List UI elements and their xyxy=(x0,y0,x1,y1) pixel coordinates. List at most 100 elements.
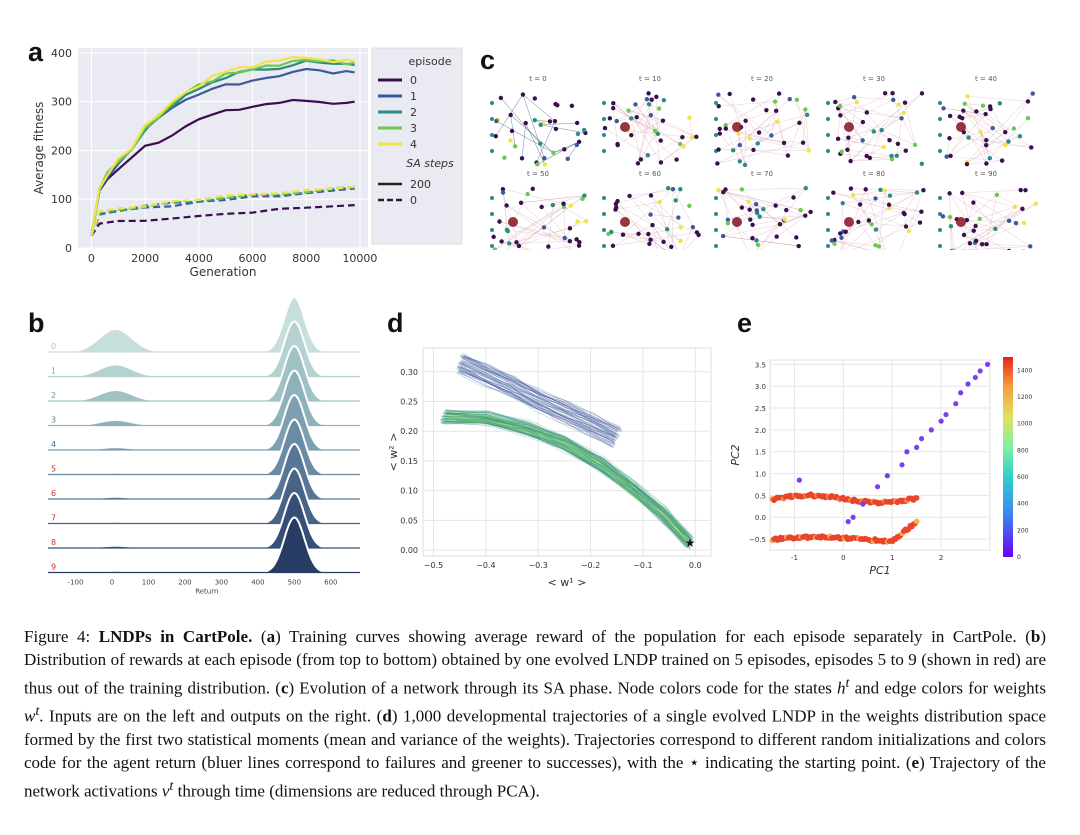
network-node xyxy=(776,91,782,96)
trajectory-blue xyxy=(458,370,616,446)
network-edge xyxy=(681,227,694,250)
network-node xyxy=(492,247,498,250)
network-edge xyxy=(501,206,565,242)
y-tick-label: 0.5 xyxy=(755,492,766,500)
network-node xyxy=(806,148,811,153)
network-node xyxy=(785,153,791,158)
network-node xyxy=(882,188,887,193)
network-snapshot xyxy=(714,91,811,168)
caption-math-h: h xyxy=(837,678,846,698)
ridge-row-label: 7 xyxy=(51,514,56,523)
network-edge xyxy=(756,224,781,250)
trajectory-blue xyxy=(457,365,618,439)
network-node xyxy=(839,235,844,241)
network-node xyxy=(864,153,869,159)
network-node xyxy=(840,200,845,206)
activation-point-early xyxy=(899,462,905,468)
caption-math-t: t xyxy=(169,777,174,794)
y-axis-label: PC2 xyxy=(729,444,742,465)
network-edge xyxy=(963,225,976,236)
network-snapshot xyxy=(490,186,589,250)
network-edge xyxy=(652,225,658,250)
ridge-area-episode-1 xyxy=(50,321,360,377)
network-input-node xyxy=(490,133,494,137)
network-node xyxy=(715,161,720,166)
network-edge xyxy=(718,189,811,213)
network-edge xyxy=(617,200,650,244)
network-edge xyxy=(968,137,1003,161)
network-node xyxy=(881,144,886,150)
trajectory-green xyxy=(441,417,690,543)
network-edge xyxy=(837,105,841,139)
network-edge xyxy=(521,123,526,159)
trajectory-blue xyxy=(457,366,616,444)
network-edge xyxy=(779,215,806,225)
network-edge xyxy=(973,228,996,232)
trajectory-green-light xyxy=(442,418,687,546)
trajectory-green xyxy=(445,417,690,548)
trajectory-green xyxy=(444,409,694,539)
trajectory-blue xyxy=(454,367,616,445)
network-edge xyxy=(967,96,1029,102)
network-node xyxy=(873,196,878,201)
trajectory-green xyxy=(443,413,689,543)
network-node xyxy=(1030,91,1035,96)
network-input-node xyxy=(826,196,830,200)
network-node xyxy=(1017,134,1023,139)
panel-letter-d: d xyxy=(387,308,404,338)
chart-d-weight-trajectories: −0.5 −0.4 −0.3 −0.2 −0.1 0.0 0.00 0.05 0.10 0.15 0… xyxy=(387,347,712,589)
network-node xyxy=(743,118,748,124)
trajectory-blue xyxy=(459,366,616,443)
network-edge xyxy=(749,138,809,151)
network-node xyxy=(541,225,547,230)
network-node xyxy=(774,119,780,124)
network-edge xyxy=(666,229,678,250)
trajectory-green xyxy=(445,409,691,540)
network-node xyxy=(1013,220,1019,226)
network-node xyxy=(676,215,681,220)
network-edge xyxy=(973,202,996,229)
colorbar-tick-label: 200 xyxy=(1017,527,1029,534)
network-edge xyxy=(659,188,674,202)
trajectory-blue xyxy=(458,361,616,441)
trajectory-green xyxy=(440,419,692,546)
network-edge xyxy=(875,211,922,246)
chart-a-training-curves: 0 2000 4000 6000 8000 100000100200300400Gener… xyxy=(32,47,463,279)
network-edge xyxy=(942,216,1008,250)
network-node xyxy=(754,208,760,213)
caption-ref-a: a xyxy=(266,627,276,646)
network-input-node xyxy=(602,212,606,216)
network-edge xyxy=(986,139,1006,146)
network-node xyxy=(871,129,876,134)
trajectory-blue xyxy=(462,354,618,435)
network-node xyxy=(831,190,836,195)
trajectory-blue xyxy=(460,360,620,438)
colorbar-tick-label: 1200 xyxy=(1017,394,1032,401)
network-edge xyxy=(980,131,987,164)
network-node xyxy=(742,162,748,168)
network-node xyxy=(798,207,803,213)
network-node xyxy=(620,232,626,237)
network-node xyxy=(794,235,799,240)
chart-e-activation-pca: -1 0 1 2 −0.5 0.0 0.5 1.0 1.5 2.0 2.5 3.0 3.5 PC1 PC2 0… xyxy=(729,357,1032,577)
network-node xyxy=(961,108,966,113)
network-node xyxy=(947,214,953,220)
network-edge xyxy=(975,203,1037,242)
panel-letter-c: c xyxy=(480,45,496,75)
network-node xyxy=(979,241,985,247)
trajectory-green xyxy=(445,412,693,545)
network-node xyxy=(504,203,509,208)
network-time-label: t = 30 xyxy=(863,75,885,83)
network-node xyxy=(723,123,728,128)
network-node xyxy=(520,92,526,97)
trajectory-blue xyxy=(463,355,622,428)
network-node xyxy=(980,103,986,108)
network-node xyxy=(833,99,838,105)
network-node xyxy=(782,217,787,222)
trajectory-green xyxy=(444,412,691,542)
network-node xyxy=(1022,249,1026,250)
network-node xyxy=(680,135,685,140)
trajectory-green xyxy=(439,421,690,548)
network-node xyxy=(717,131,722,136)
network-edge xyxy=(719,128,785,144)
